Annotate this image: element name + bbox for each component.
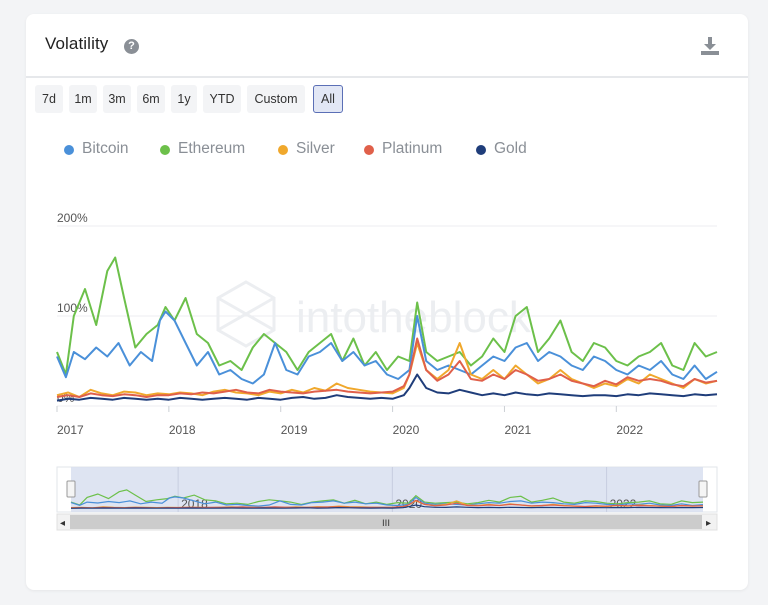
navigator-line-bitcoin — [70, 496, 704, 507]
x-tick-label: 2018 — [169, 423, 196, 437]
navigator[interactable]: 2018 2020 2022 — [56, 466, 718, 513]
series-line-bitcoin — [56, 310, 718, 385]
series-line-gold — [56, 373, 718, 402]
y-tick-label: 200% — [57, 211, 88, 225]
range-6m-button[interactable]: 6m — [137, 85, 165, 113]
x-axis-ticks: 2017 2018 2019 2020 2021 2022 — [56, 406, 643, 437]
watermark-logo-icon — [216, 280, 276, 348]
x-tick-label: 2019 — [281, 423, 308, 437]
scroll-right-arrow-icon[interactable]: ▸ — [706, 518, 711, 529]
range-all-button[interactable]: All — [313, 85, 343, 113]
legend-dot-silver — [278, 145, 288, 155]
y-tick-label: 100% — [57, 301, 88, 315]
series-lines — [56, 256, 718, 402]
x-tick-label: 2020 — [393, 423, 420, 437]
legend-label-silver: Silver — [296, 140, 335, 157]
scrollbar[interactable]: III ◂ ▸ — [56, 513, 718, 531]
range-custom-button[interactable]: Custom — [247, 85, 305, 113]
legend-label-gold: Gold — [494, 140, 527, 157]
legend-dot-gold — [476, 145, 486, 155]
range-ytd-button[interactable]: YTD — [203, 85, 241, 113]
y-axis-ticks: 200%100%0% — [57, 211, 88, 405]
x-tick-label: 2017 — [57, 423, 84, 437]
range-7d-button[interactable]: 7d — [35, 85, 63, 113]
scrollbar-thumb[interactable] — [70, 515, 702, 529]
legend-dot-ethereum — [160, 145, 170, 155]
x-tick-label: 2022 — [616, 423, 643, 437]
navigator-line-gold — [70, 504, 704, 509]
legend-label-ethereum: Ethereum — [178, 140, 246, 157]
download-icon[interactable] — [700, 36, 720, 56]
legend-dot-platinum — [364, 145, 374, 155]
chart-title: Volatility — [45, 34, 109, 53]
navigator-handle-left[interactable] — [66, 480, 76, 498]
scroll-left-arrow-icon[interactable]: ◂ — [60, 518, 65, 529]
grid — [57, 225, 717, 407]
range-1m-button[interactable]: 1m — [69, 85, 97, 113]
watermark: intotheblock — [216, 280, 532, 348]
card-header: Volatility ? — [26, 14, 748, 78]
series-line-platinum — [56, 337, 718, 398]
range-1y-button[interactable]: 1y — [171, 85, 197, 113]
legend-label-bitcoin: Bitcoin — [82, 140, 129, 157]
legend-label-platinum: Platinum — [382, 140, 443, 157]
legend-dot-bitcoin — [64, 145, 74, 155]
navigator-handle-right[interactable] — [698, 480, 708, 498]
range-3m-button[interactable]: 3m — [103, 85, 131, 113]
x-tick-label: 2021 — [504, 423, 531, 437]
scrollbar-grip: III — [382, 519, 390, 529]
help-icon[interactable]: ? — [124, 39, 139, 54]
navigator-series — [70, 489, 704, 509]
